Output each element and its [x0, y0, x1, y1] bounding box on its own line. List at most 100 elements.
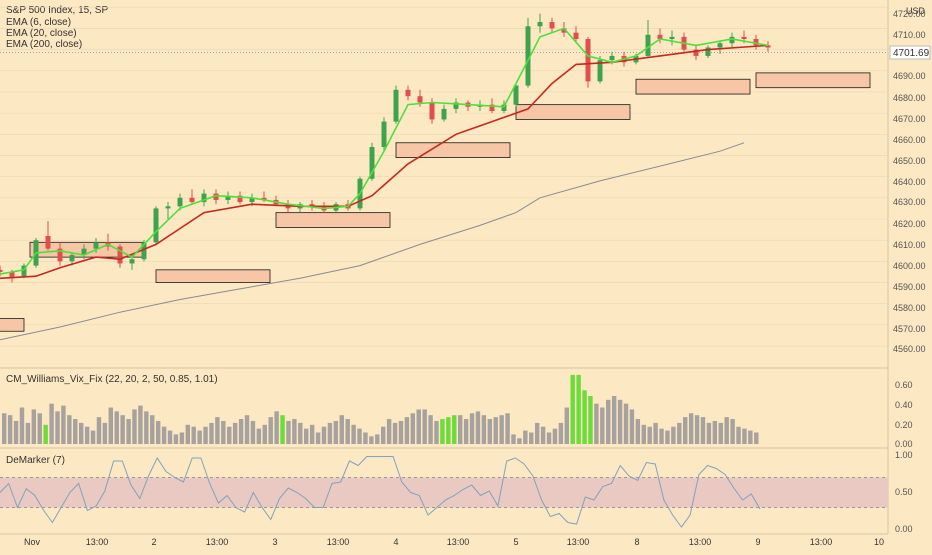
vix-bar [635, 419, 641, 444]
time-label: Nov [24, 537, 41, 547]
vix-bar [126, 419, 131, 444]
supply-demand-zone [155, 269, 271, 283]
vix-bar [398, 420, 404, 444]
time-label: 13:00 [689, 537, 712, 547]
candle-body [0, 269, 3, 272]
vix-bar [209, 422, 214, 444]
time-label: 13:00 [327, 537, 350, 547]
vix-bar [617, 399, 623, 444]
candle-body [489, 104, 495, 111]
vix-bar [309, 424, 315, 444]
vix-bar [422, 409, 427, 444]
vix-bar [665, 430, 670, 444]
vix-bar [659, 428, 664, 444]
time-label: 5 [513, 537, 518, 547]
time-label: 13:00 [86, 537, 109, 547]
vix-bar [268, 417, 273, 444]
vix-bar [102, 422, 108, 444]
current-price-text: 4701.69 [893, 48, 930, 59]
price-tick: 4640.00 [893, 177, 926, 187]
vix-bar [499, 415, 504, 444]
vix-bar [446, 417, 451, 444]
price-tick: 4710.00 [893, 30, 926, 40]
vix-bar [333, 420, 339, 444]
supply-demand-zone [515, 104, 631, 120]
vix-bar [564, 407, 569, 444]
vix-bar [623, 403, 629, 444]
candle-body [45, 235, 51, 249]
candle-body [81, 248, 87, 255]
candle-body [693, 49, 699, 56]
vix-bar [13, 420, 19, 444]
vix-bar [96, 417, 102, 444]
vix-bar [712, 420, 718, 444]
vix-bar [452, 415, 457, 444]
vix-bar [144, 411, 149, 444]
vix-tick: 0.60 [895, 380, 913, 390]
vix-bar [718, 422, 723, 444]
vix-bar [517, 438, 522, 444]
supply-demand-zone [0, 318, 25, 332]
vix-bar [540, 426, 546, 444]
vix-bar [114, 411, 119, 444]
vix-bar [191, 426, 196, 444]
vix-bar [742, 428, 747, 444]
price-tick: 4690.00 [893, 71, 926, 81]
price-tick: 4670.00 [893, 114, 926, 124]
candle-body [9, 271, 15, 279]
time-label: 4 [393, 537, 398, 547]
price-axis: 4720.00 4710.00 4690.00 4680.00 4670.00 … [893, 9, 926, 354]
candle-body [717, 43, 723, 48]
vix-bar [232, 422, 238, 444]
candle-body [573, 32, 579, 39]
vix-bar [576, 374, 581, 444]
candle-body [177, 197, 183, 207]
ema6-line [0, 27, 769, 275]
vix-bar [582, 390, 587, 444]
vix-bar [570, 374, 575, 444]
vix-bar [392, 422, 398, 444]
vix-bar [292, 419, 297, 444]
vix-bar [132, 409, 137, 444]
vix-bar [475, 411, 481, 444]
time-label: 9 [755, 537, 760, 547]
price-tick: 4650.00 [893, 156, 926, 166]
ema20-line [0, 44, 769, 280]
candle-body [381, 121, 387, 147]
supply-demand-zone [755, 72, 871, 89]
vix-bar [671, 426, 676, 444]
demarker-panel-title: DeMarker (7) [6, 455, 65, 466]
vix-bar [523, 430, 528, 444]
vix-tick: 0.40 [895, 400, 913, 410]
vix-bar [298, 422, 303, 444]
candle-body [225, 195, 231, 200]
time-label: 3 [272, 537, 277, 547]
candle-body [429, 102, 435, 120]
vix-bar [280, 415, 285, 444]
vix-bar [161, 426, 167, 444]
vix-bar [339, 415, 344, 444]
vix-bar [706, 422, 712, 444]
vix-bar [7, 415, 13, 444]
demarker-tick: 1.00 [895, 450, 913, 460]
ema200-layer [0, 142, 745, 341]
candle-body [741, 36, 747, 39]
vix-bar [84, 426, 90, 444]
vix-bar [487, 419, 493, 444]
vix-bar [73, 419, 78, 444]
vix-bar [327, 422, 333, 444]
price-tick: 4610.00 [893, 240, 926, 250]
vix-bar [55, 411, 60, 444]
supply-demand-zone [395, 142, 511, 158]
vix-bar [558, 422, 564, 444]
vix-bar [43, 424, 48, 444]
vix-bar [463, 419, 469, 444]
candle-body [153, 208, 159, 243]
vix-bar [120, 415, 125, 444]
price-tick: 4620.00 [893, 219, 926, 229]
vix-bar [2, 413, 7, 444]
vix-bar [31, 409, 37, 444]
time-label: 13:00 [567, 537, 590, 547]
